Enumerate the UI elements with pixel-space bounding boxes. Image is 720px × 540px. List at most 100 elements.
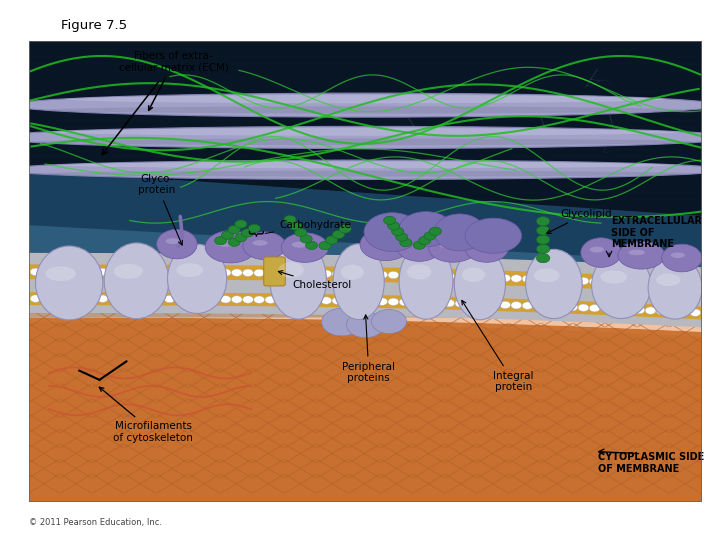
Ellipse shape	[270, 241, 326, 319]
Circle shape	[421, 272, 432, 280]
Circle shape	[53, 295, 63, 302]
Circle shape	[235, 220, 247, 228]
Circle shape	[354, 298, 365, 305]
Circle shape	[209, 269, 220, 276]
Circle shape	[500, 301, 510, 308]
Ellipse shape	[662, 244, 702, 272]
Circle shape	[384, 216, 396, 225]
Ellipse shape	[465, 234, 508, 262]
Ellipse shape	[434, 214, 485, 251]
Circle shape	[623, 306, 634, 313]
Polygon shape	[29, 292, 702, 320]
Polygon shape	[29, 318, 702, 502]
Circle shape	[657, 307, 667, 315]
Polygon shape	[29, 303, 702, 332]
Polygon shape	[29, 265, 702, 294]
Circle shape	[332, 297, 343, 305]
Ellipse shape	[581, 238, 621, 267]
Circle shape	[63, 268, 74, 275]
Circle shape	[477, 300, 488, 308]
Circle shape	[444, 273, 454, 280]
Circle shape	[265, 269, 276, 276]
Circle shape	[164, 268, 175, 276]
Ellipse shape	[440, 243, 456, 248]
Ellipse shape	[397, 232, 442, 261]
Polygon shape	[29, 225, 702, 318]
Circle shape	[392, 227, 404, 235]
Circle shape	[231, 269, 242, 276]
Circle shape	[611, 306, 622, 313]
Circle shape	[396, 233, 408, 241]
Circle shape	[220, 296, 231, 303]
Ellipse shape	[176, 263, 203, 277]
Circle shape	[41, 295, 52, 302]
Circle shape	[433, 272, 444, 280]
Circle shape	[536, 226, 550, 235]
Ellipse shape	[48, 106, 683, 113]
Circle shape	[611, 279, 622, 286]
Circle shape	[489, 301, 500, 308]
Ellipse shape	[454, 248, 505, 320]
Circle shape	[343, 297, 354, 305]
Circle shape	[536, 235, 550, 244]
Ellipse shape	[166, 238, 180, 244]
Ellipse shape	[372, 238, 390, 245]
Ellipse shape	[465, 218, 521, 253]
Circle shape	[186, 268, 197, 276]
Ellipse shape	[279, 262, 304, 278]
Ellipse shape	[50, 128, 680, 136]
Circle shape	[228, 238, 240, 246]
Text: Peripheral
proteins: Peripheral proteins	[342, 315, 395, 383]
Ellipse shape	[346, 312, 384, 338]
Ellipse shape	[35, 246, 103, 320]
Circle shape	[299, 270, 310, 277]
Circle shape	[366, 298, 377, 305]
Circle shape	[511, 301, 522, 309]
Circle shape	[522, 275, 533, 282]
Ellipse shape	[253, 240, 268, 246]
Circle shape	[578, 277, 589, 285]
Circle shape	[388, 298, 399, 306]
Circle shape	[215, 237, 227, 245]
Circle shape	[220, 269, 231, 276]
Circle shape	[690, 309, 701, 316]
Ellipse shape	[12, 93, 719, 117]
Circle shape	[556, 303, 567, 310]
Circle shape	[176, 295, 186, 303]
Circle shape	[243, 269, 253, 276]
Circle shape	[477, 274, 488, 281]
Ellipse shape	[372, 309, 407, 334]
Circle shape	[287, 296, 298, 304]
Ellipse shape	[0, 126, 720, 149]
Circle shape	[511, 275, 522, 282]
Circle shape	[444, 300, 454, 307]
Ellipse shape	[656, 274, 680, 286]
Ellipse shape	[534, 268, 559, 282]
Circle shape	[253, 269, 264, 276]
Circle shape	[410, 272, 421, 279]
Circle shape	[97, 268, 108, 275]
Circle shape	[276, 269, 287, 277]
Ellipse shape	[526, 249, 582, 319]
Circle shape	[534, 275, 544, 283]
Circle shape	[634, 306, 644, 314]
Circle shape	[142, 295, 153, 302]
Circle shape	[120, 295, 130, 302]
Circle shape	[289, 222, 302, 230]
Ellipse shape	[407, 264, 431, 280]
Text: Microfilaments
of cytoskeleton: Microfilaments of cytoskeleton	[99, 387, 193, 443]
Circle shape	[679, 282, 690, 289]
Circle shape	[299, 296, 310, 304]
Text: CYTOPLASMIC SIDE
OF MEMBRANE: CYTOPLASMIC SIDE OF MEMBRANE	[598, 452, 704, 474]
Circle shape	[284, 215, 296, 224]
Ellipse shape	[322, 308, 362, 336]
Ellipse shape	[592, 252, 651, 319]
Ellipse shape	[629, 249, 645, 255]
Ellipse shape	[282, 233, 328, 262]
Circle shape	[634, 280, 644, 287]
Ellipse shape	[168, 244, 227, 313]
Ellipse shape	[364, 213, 420, 252]
Text: Fibers of extra-
cellular matrix (ECM): Fibers of extra- cellular matrix (ECM)	[119, 51, 228, 110]
Text: EXTRACELLULAR
SIDE OF
MEMBRANE: EXTRACELLULAR SIDE OF MEMBRANE	[611, 216, 702, 249]
Polygon shape	[29, 170, 702, 308]
